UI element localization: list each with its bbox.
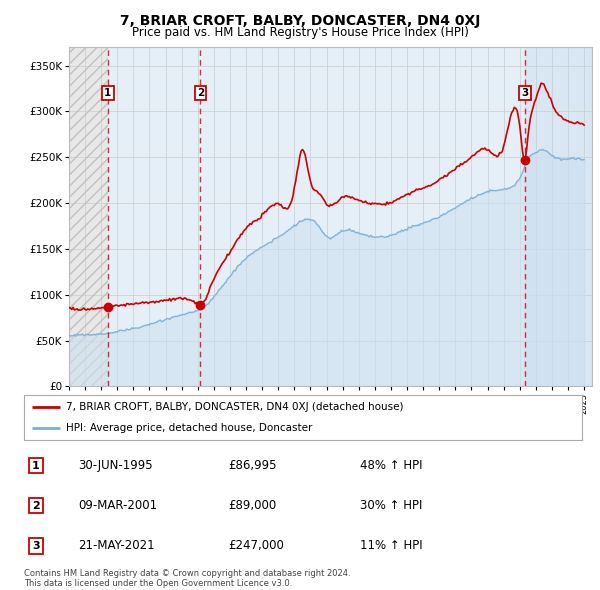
Text: 30% ↑ HPI: 30% ↑ HPI [360,499,422,512]
Text: Contains HM Land Registry data © Crown copyright and database right 2024.
This d: Contains HM Land Registry data © Crown c… [24,569,350,588]
Bar [69,47,108,386]
Text: £86,995: £86,995 [228,459,277,472]
Text: 3: 3 [32,541,40,550]
Text: 7, BRIAR CROFT, BALBY, DONCASTER, DN4 0XJ (detached house): 7, BRIAR CROFT, BALBY, DONCASTER, DN4 0X… [66,402,403,412]
Text: HPI: Average price, detached house, Doncaster: HPI: Average price, detached house, Donc… [66,424,312,434]
Text: 48% ↑ HPI: 48% ↑ HPI [360,459,422,472]
Text: 21-MAY-2021: 21-MAY-2021 [78,539,155,552]
Bar [525,47,592,386]
Text: 11% ↑ HPI: 11% ↑ HPI [360,539,422,552]
Text: 1: 1 [32,461,40,470]
Text: £247,000: £247,000 [228,539,284,552]
Text: £89,000: £89,000 [228,499,276,512]
Text: 3: 3 [521,88,529,98]
Text: 09-MAR-2001: 09-MAR-2001 [78,499,157,512]
Text: 2: 2 [197,88,204,98]
Text: Price paid vs. HM Land Registry's House Price Index (HPI): Price paid vs. HM Land Registry's House … [131,26,469,39]
Bar [108,47,592,386]
Text: 2: 2 [32,501,40,510]
Text: 7, BRIAR CROFT, BALBY, DONCASTER, DN4 0XJ: 7, BRIAR CROFT, BALBY, DONCASTER, DN4 0X… [120,14,480,28]
Text: 1: 1 [104,88,112,98]
Text: 30-JUN-1995: 30-JUN-1995 [78,459,152,472]
Bar [69,47,108,386]
